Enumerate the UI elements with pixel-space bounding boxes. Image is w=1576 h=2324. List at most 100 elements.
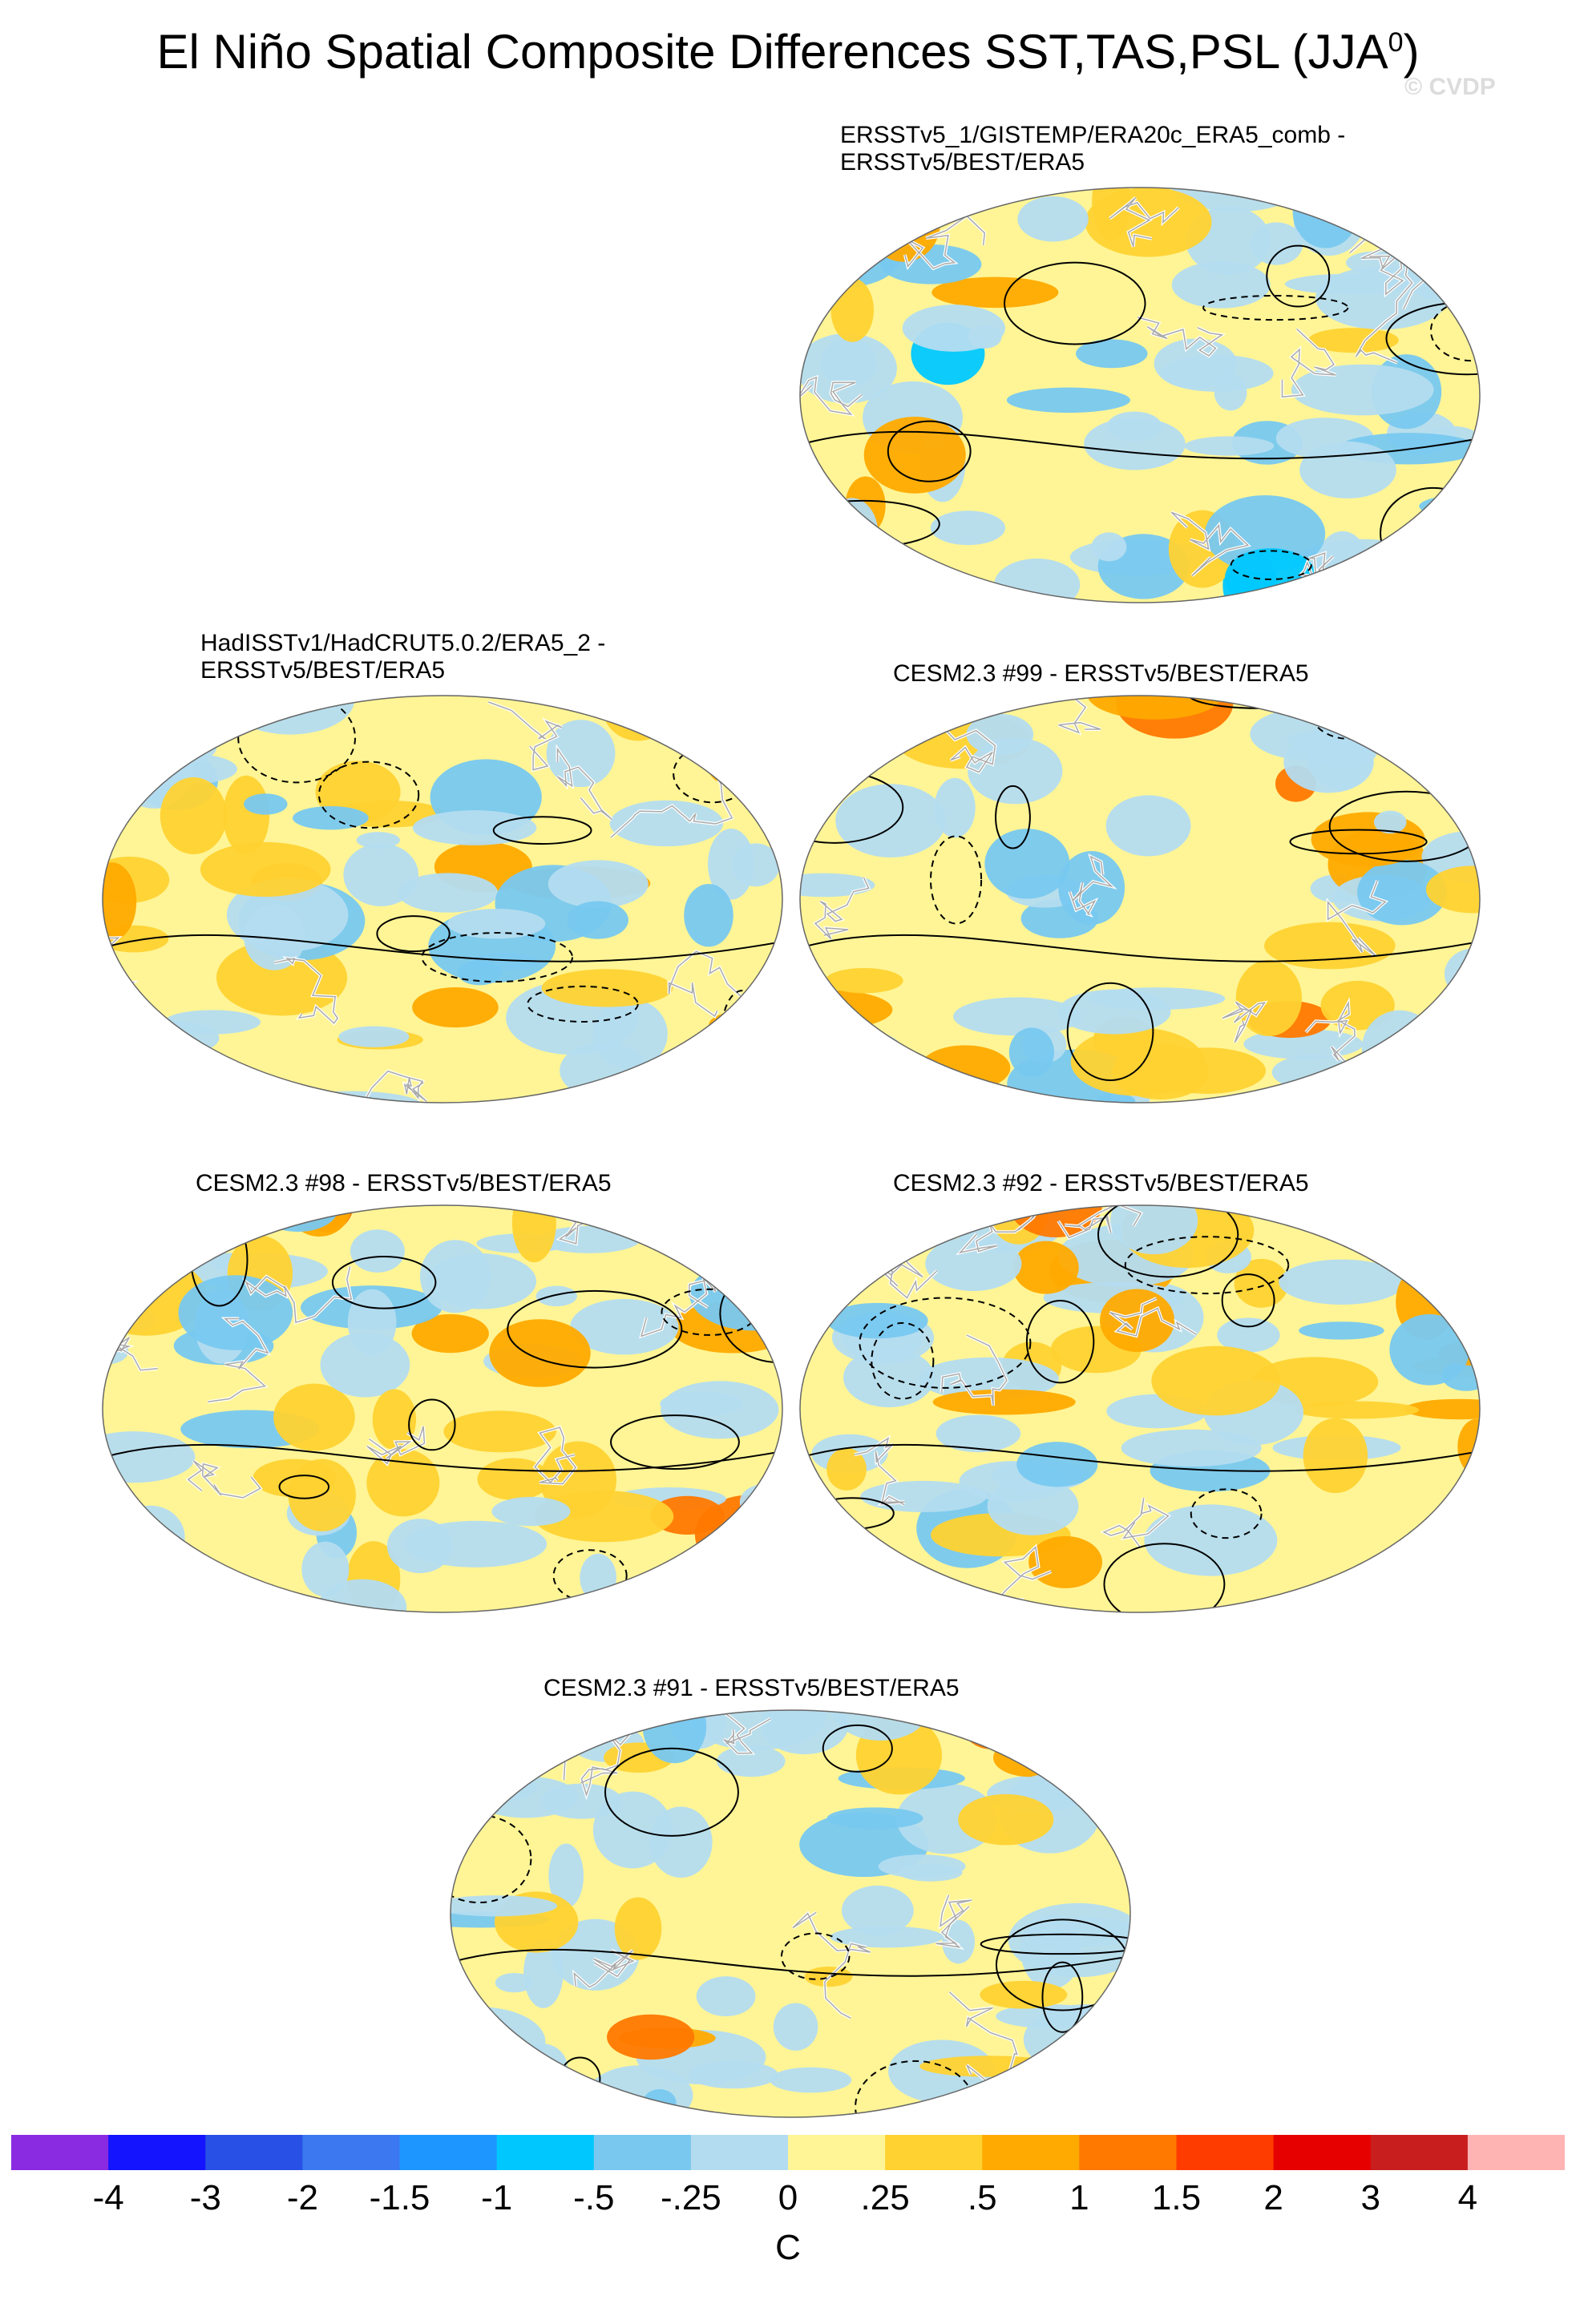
colorbar-swatch xyxy=(496,2135,595,2170)
anomaly-patch xyxy=(160,777,227,854)
anomaly-patch xyxy=(665,1205,763,1226)
panel-title-cesm-91: CESM2.3 #91 - ERSSTv5/BEST/ERA5 xyxy=(544,1675,960,1701)
anomaly-patch xyxy=(800,1083,874,1103)
colorbar-swatch xyxy=(1079,2135,1177,2170)
psl-contour xyxy=(1041,1961,1084,2033)
colorbar-swatch xyxy=(1370,2135,1469,2170)
anomaly-patch xyxy=(1445,1245,1480,1300)
continent-outline xyxy=(488,701,563,771)
anomaly-patch xyxy=(404,1520,548,1567)
panel-title-cesm-92: CESM2.3 #92 - ERSSTv5/BEST/ERA5 xyxy=(893,1170,1309,1196)
map-border xyxy=(102,1204,783,1613)
continent-outline xyxy=(792,1911,871,2019)
continent-outline xyxy=(854,1084,903,1103)
psl-contour xyxy=(1190,1488,1263,1539)
continent-outline xyxy=(778,1471,782,1534)
anomaly-patch xyxy=(1081,2086,1130,2117)
colorbar-swatch xyxy=(593,2135,692,2170)
anomaly-patch xyxy=(826,1447,867,1491)
anomaly-patch xyxy=(1350,188,1446,216)
anomaly-patch xyxy=(1434,744,1480,813)
anomaly-patch xyxy=(548,1843,584,1909)
continent-outline xyxy=(800,721,807,781)
anomaly-patch xyxy=(320,1332,410,1398)
colorbar-tick-label: .25 xyxy=(860,2178,910,2217)
psl-contour xyxy=(800,430,1480,460)
continent-outline xyxy=(208,1317,269,1403)
psl-contour xyxy=(859,1297,1032,1389)
anomaly-patch xyxy=(1299,441,1396,498)
colorbar-tick-label: 0 xyxy=(778,2178,798,2217)
anomaly-patch xyxy=(412,987,499,1028)
map-border xyxy=(102,695,783,1103)
anomaly-patch xyxy=(800,559,861,603)
anomaly-patch xyxy=(1023,1917,1130,1947)
colorbar-swatch xyxy=(885,2135,983,2170)
continent-outline xyxy=(657,1053,717,1093)
psl-contour xyxy=(780,1932,851,1980)
anomaly-patch xyxy=(1017,196,1089,242)
anomaly-patch xyxy=(412,810,537,845)
anomaly-patch xyxy=(1427,1023,1480,1070)
anomaly-patch xyxy=(860,1480,987,1512)
colorbar-tick-label: -4 xyxy=(92,2178,124,2217)
anomaly-patch xyxy=(443,1410,556,1453)
anomaly-patch xyxy=(647,697,685,720)
anomaly-patch xyxy=(1121,1429,1262,1467)
psl-contour xyxy=(278,1475,330,1499)
anomaly-patch xyxy=(1307,328,1399,353)
continent-outline xyxy=(1138,317,1224,357)
anomaly-patch xyxy=(1112,1043,1210,1100)
continent-outline xyxy=(457,1710,554,1742)
anomaly-patch xyxy=(925,1237,1022,1291)
anomaly-patch xyxy=(1006,387,1131,414)
anomaly-patch xyxy=(867,188,940,262)
anomaly-patch xyxy=(122,1537,163,1579)
psl-contour xyxy=(1124,1236,1290,1295)
anomaly-patch xyxy=(164,1010,261,1035)
anomaly-patch xyxy=(1404,1398,1480,1420)
anomaly-patch xyxy=(800,1069,872,1103)
anomaly-patch xyxy=(1076,339,1148,369)
anomaly-patch xyxy=(859,1599,1004,1612)
continent-outline xyxy=(800,722,806,780)
watermark: © CVDP xyxy=(1404,74,1496,100)
continent-outline xyxy=(681,696,729,720)
psl-contour xyxy=(1004,261,1146,345)
psl-contour xyxy=(610,1414,740,1470)
anomaly-patch xyxy=(708,829,754,900)
anomaly-patch xyxy=(580,1553,616,1602)
map-ersst-comb xyxy=(799,187,1481,603)
anomaly-patch xyxy=(103,739,141,804)
anomaly-patch xyxy=(1361,1010,1438,1088)
anomaly-patch xyxy=(614,1897,662,1960)
anomaly-patch xyxy=(546,720,616,788)
anomaly-patch xyxy=(930,510,1006,546)
anomaly-patch xyxy=(1008,1027,1055,1077)
anomaly-patch xyxy=(244,904,305,970)
continent-outline xyxy=(707,1710,771,1754)
anomaly-patch xyxy=(411,1313,489,1354)
colorbar-tick-label: 4 xyxy=(1457,2178,1478,2217)
continent-outline xyxy=(800,964,822,1004)
anomaly-patch xyxy=(689,696,782,705)
anomaly-patch xyxy=(1279,1259,1405,1305)
anomaly-patch xyxy=(489,1319,591,1387)
anomaly-patch xyxy=(1417,1554,1480,1586)
anomaly-patch xyxy=(935,1414,1021,1453)
anomaly-patch xyxy=(705,728,745,784)
continent-outline xyxy=(941,1334,1008,1406)
anomaly-patch xyxy=(1016,1442,1098,1487)
psl-contour xyxy=(800,934,1480,962)
anomaly-patch xyxy=(818,696,905,744)
continent-outline xyxy=(273,957,339,1025)
anomaly-patch xyxy=(754,1018,782,1064)
anomaly-patch xyxy=(511,1205,556,1263)
anomaly-patch xyxy=(825,967,903,994)
colorbar-tick-label: -2 xyxy=(286,2178,318,2217)
continent-outline xyxy=(244,1266,353,1324)
colorbar-tick-label: .5 xyxy=(967,2178,997,2217)
colorbar-swatch xyxy=(205,2135,303,2170)
anomaly-patch xyxy=(1084,418,1186,470)
anomaly-patch xyxy=(1357,696,1412,747)
